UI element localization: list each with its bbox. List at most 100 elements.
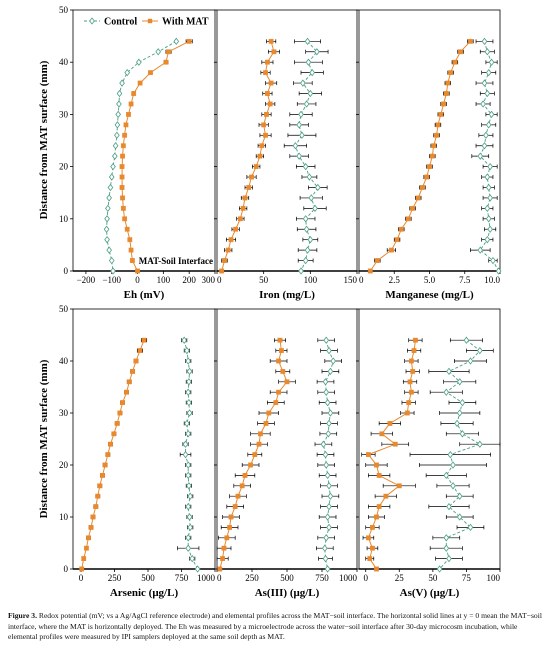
data-point xyxy=(376,473,382,478)
data-point xyxy=(186,409,193,417)
panel-eh: −200 −100 0 100 200 300 0 10 20 30 40 50 Eh (mV) Cont… xyxy=(59,5,216,301)
data-point xyxy=(182,440,189,448)
panel-frame xyxy=(72,9,216,272)
data-point xyxy=(398,226,404,232)
data-point xyxy=(186,378,192,386)
x-axis-label: As(V) (μg/L) xyxy=(400,587,460,599)
interface-label: MAT-Soil Interface xyxy=(139,256,213,266)
data-point xyxy=(429,153,435,159)
data-point xyxy=(119,185,125,190)
x-tick-label: 0 xyxy=(79,573,84,583)
series-control xyxy=(283,37,329,275)
data-point xyxy=(487,162,493,171)
x-tick-label: 250 xyxy=(245,573,259,583)
data-point xyxy=(115,110,121,119)
data-point xyxy=(184,346,190,355)
data-point xyxy=(406,400,412,405)
data-point xyxy=(296,152,302,160)
data-point xyxy=(137,348,143,353)
data-point xyxy=(302,162,309,171)
data-point xyxy=(123,122,129,128)
x-tick-label: 300 xyxy=(202,275,216,285)
legend-mat-marker xyxy=(147,18,153,24)
data-point xyxy=(90,514,96,520)
data-point xyxy=(266,410,272,416)
data-point xyxy=(481,79,488,87)
x-tick-label: 50 xyxy=(259,275,269,285)
data-point xyxy=(323,461,330,469)
data-point xyxy=(324,565,331,573)
x-tick-label: 750 xyxy=(175,573,189,583)
series-with-mat xyxy=(367,38,474,274)
panel-arsenic: 0 250 500 750 1000 0 10 20 30 40 50 Arsenic (μg/L) xyxy=(59,304,216,599)
data-point xyxy=(131,91,137,96)
x-tick-label: 0 xyxy=(135,275,140,285)
data-point xyxy=(327,492,334,500)
data-point xyxy=(324,513,331,521)
data-point xyxy=(120,205,126,211)
data-point xyxy=(100,473,105,478)
y-tick-label: 40 xyxy=(59,356,69,366)
data-point xyxy=(480,100,486,108)
data-point xyxy=(314,183,321,192)
data-point xyxy=(194,565,201,573)
data-point xyxy=(446,502,452,511)
series-control xyxy=(177,336,201,573)
data-point xyxy=(86,535,91,541)
y-tick-label: 0 xyxy=(64,266,69,276)
data-point xyxy=(256,441,262,447)
data-point xyxy=(219,268,225,274)
data-point xyxy=(185,534,192,542)
panel-frame xyxy=(358,308,501,570)
data-point xyxy=(483,131,489,139)
data-point xyxy=(107,183,114,192)
data-point xyxy=(116,100,122,108)
data-point xyxy=(456,492,463,500)
data-point xyxy=(249,174,254,180)
panel-frame xyxy=(216,308,358,570)
data-point xyxy=(444,91,449,96)
data-point xyxy=(408,389,414,395)
data-point xyxy=(104,215,110,223)
data-point xyxy=(484,236,491,244)
data-point xyxy=(124,389,129,395)
legend-mat-label: With MAT xyxy=(162,17,209,28)
data-point xyxy=(185,388,192,396)
x-tick-label: 500 xyxy=(141,573,155,583)
x-tick-label: 75 xyxy=(462,573,472,583)
legend-control-label: Control xyxy=(104,17,137,28)
data-point xyxy=(186,398,192,407)
data-point xyxy=(485,183,492,192)
data-point xyxy=(186,367,193,376)
data-point xyxy=(443,544,450,552)
series-line xyxy=(106,40,177,272)
data-point xyxy=(185,502,192,511)
data-point xyxy=(185,544,192,552)
data-point xyxy=(487,194,493,202)
data-point xyxy=(126,379,132,385)
data-point xyxy=(456,513,463,521)
data-point xyxy=(181,336,187,344)
data-point xyxy=(248,462,253,468)
data-point xyxy=(120,400,125,405)
data-point xyxy=(122,216,128,222)
data-point xyxy=(120,153,125,159)
data-point xyxy=(490,256,496,265)
data-point xyxy=(330,357,337,365)
data-point xyxy=(484,48,491,56)
data-point xyxy=(383,493,389,499)
data-point xyxy=(126,111,131,117)
data-point xyxy=(450,461,456,469)
x-tick-label: 200 xyxy=(182,275,196,285)
x-tick-label: 2.5 xyxy=(389,275,401,285)
caption-text: Redox potential (mV; vs a Ag/AgCl refere… xyxy=(8,611,542,642)
y-tick-label: 30 xyxy=(59,109,69,119)
data-point xyxy=(374,566,379,572)
series-line xyxy=(479,41,499,272)
data-point xyxy=(137,80,143,86)
data-point xyxy=(326,482,332,490)
data-point xyxy=(185,430,192,438)
data-point xyxy=(185,471,192,480)
data-point xyxy=(173,37,180,45)
